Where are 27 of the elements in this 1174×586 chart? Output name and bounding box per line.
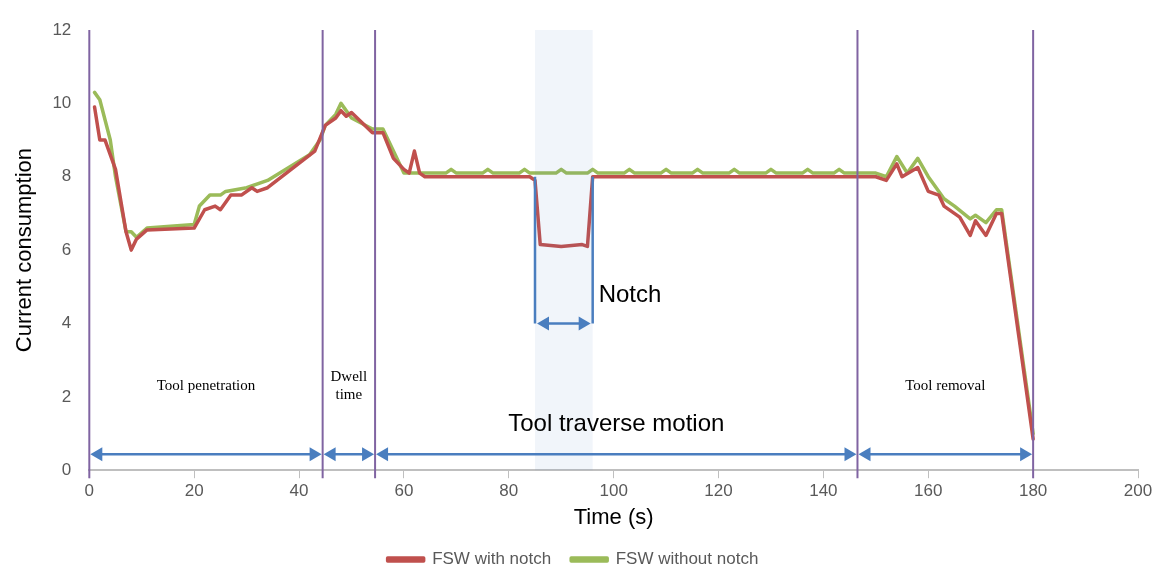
- annotation: Tool penetration: [156, 377, 256, 394]
- x-tick-label: 80: [499, 481, 519, 501]
- x-tick-label: 60: [394, 481, 414, 501]
- legend-label: FSW with notch: [432, 549, 552, 569]
- y-axis-title: Current consumption: [11, 147, 37, 353]
- x-axis-title: Time (s): [573, 503, 654, 529]
- x-tick-label: 180: [1018, 481, 1048, 501]
- y-tick-label: 8: [61, 166, 72, 186]
- annotation: Tool removal: [905, 377, 986, 394]
- x-tick-label: 100: [599, 481, 628, 501]
- x-tick-label: 0: [84, 481, 95, 501]
- y-tick-label: 12: [52, 19, 72, 39]
- annotation: Tool traverse motion: [508, 408, 725, 436]
- x-tick-label: 140: [809, 481, 838, 501]
- x-tick-label: 40: [289, 481, 309, 501]
- y-tick-label: 6: [61, 239, 72, 259]
- y-tick-label: 10: [52, 93, 72, 113]
- annotation: Dwell time: [330, 368, 368, 403]
- band-label: Notch: [598, 280, 662, 308]
- y-tick-label: 0: [61, 459, 72, 479]
- x-tick-label: 120: [704, 481, 733, 501]
- legend-label: FSW without notch: [615, 549, 759, 569]
- x-tick-label: 20: [184, 481, 204, 501]
- x-tick-label: 200: [1123, 481, 1153, 501]
- x-tick-label: 160: [914, 481, 943, 501]
- y-tick-label: 4: [61, 313, 72, 333]
- y-tick-label: 2: [61, 386, 72, 406]
